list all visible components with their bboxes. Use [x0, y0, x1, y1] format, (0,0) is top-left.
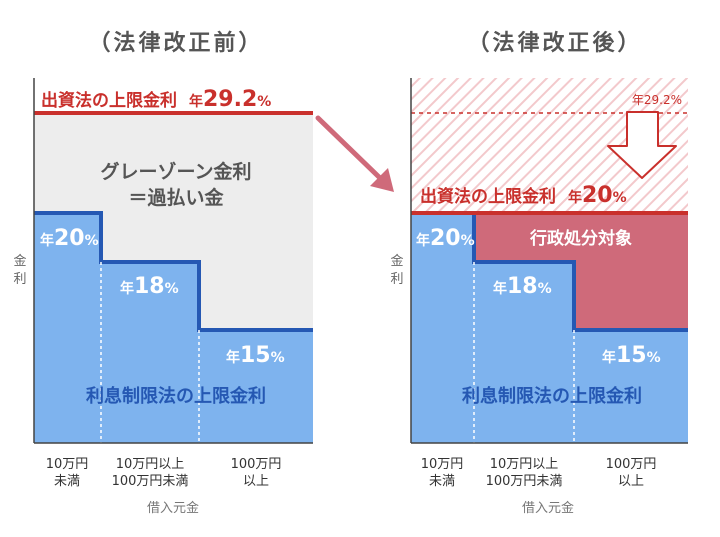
after-y-label-2: 利	[390, 272, 403, 287]
before-x-tick-3-line2: 以上	[243, 474, 269, 489]
after-title: （法律改正後）	[467, 30, 642, 56]
after-x-tick-1-line1: 10万円	[421, 457, 464, 472]
after-tier-3-rate: 年15%	[602, 343, 661, 368]
before-x-tick-2-line2: 100万円未満	[112, 474, 189, 489]
after-x-tick-2-line2: 100万円未満	[486, 474, 563, 489]
before-gray-zone-label-2: ＝過払い金	[128, 186, 224, 209]
after-x-tick-3-line1: 100万円	[606, 457, 657, 472]
after-old-cap-rate: 年29.2%	[632, 93, 682, 107]
before-x-tick-1-line1: 10万円	[46, 457, 89, 472]
before-x-tick-2-line1: 10万円以上	[116, 457, 185, 472]
after-y-label-1: 金	[390, 253, 403, 269]
before-x-tick-1-line2: 未満	[54, 474, 80, 489]
before-gray-zone-label-1: グレーゾーン金利	[100, 160, 251, 183]
after-tier-1-rate: 年20%	[416, 226, 475, 251]
transition-arrow-shaft	[315, 115, 383, 181]
transition-arrow	[315, 115, 394, 192]
before-y-label-2: 利	[13, 272, 26, 287]
before-tier-3-rate: 年15%	[226, 343, 285, 368]
before-step-line	[34, 211, 313, 332]
after-interest-law-label: 利息制限法の上限金利	[462, 385, 642, 407]
after-panel: （法律改正後） 年29.2% 出資法の上限金利 年20% 行政処分対象 年20%	[390, 30, 688, 516]
before-cap-label: 出資法の上限金利 年29.2%	[41, 87, 271, 112]
before-panel: （法律改正前） 出資法の上限金利 年29.2% グレーゾーン金利 ＝過払い金 年2…	[13, 30, 313, 516]
after-tier-2-rate: 年18%	[493, 274, 552, 299]
cap-lowered-down-arrow-icon	[607, 111, 677, 179]
after-x-axis-title: 借入元金	[522, 500, 574, 516]
after-interest-area	[411, 213, 688, 443]
after-admin-zone	[474, 213, 688, 330]
before-tier-2-rate: 年18%	[120, 274, 179, 299]
before-tier-1-rate: 年20%	[40, 226, 99, 251]
before-interest-law-label: 利息制限法の上限金利	[86, 385, 266, 407]
before-x-axis-title: 借入元金	[147, 500, 199, 516]
before-title: （法律改正前）	[88, 30, 263, 56]
before-interest-area	[34, 213, 313, 443]
after-cap-label: 出資法の上限金利 年20%	[420, 183, 627, 208]
after-x-tick-1-line2: 未満	[429, 474, 455, 489]
transition-arrow-head	[370, 168, 394, 192]
after-x-tick-3-line2: 以上	[618, 474, 644, 489]
before-y-label-1: 金	[13, 253, 26, 269]
after-admin-zone-label: 行政処分対象	[529, 228, 632, 249]
after-x-tick-2-line1: 10万円以上	[490, 457, 559, 472]
before-cap-band	[34, 78, 313, 113]
before-x-tick-3-line1: 100万円	[231, 457, 282, 472]
